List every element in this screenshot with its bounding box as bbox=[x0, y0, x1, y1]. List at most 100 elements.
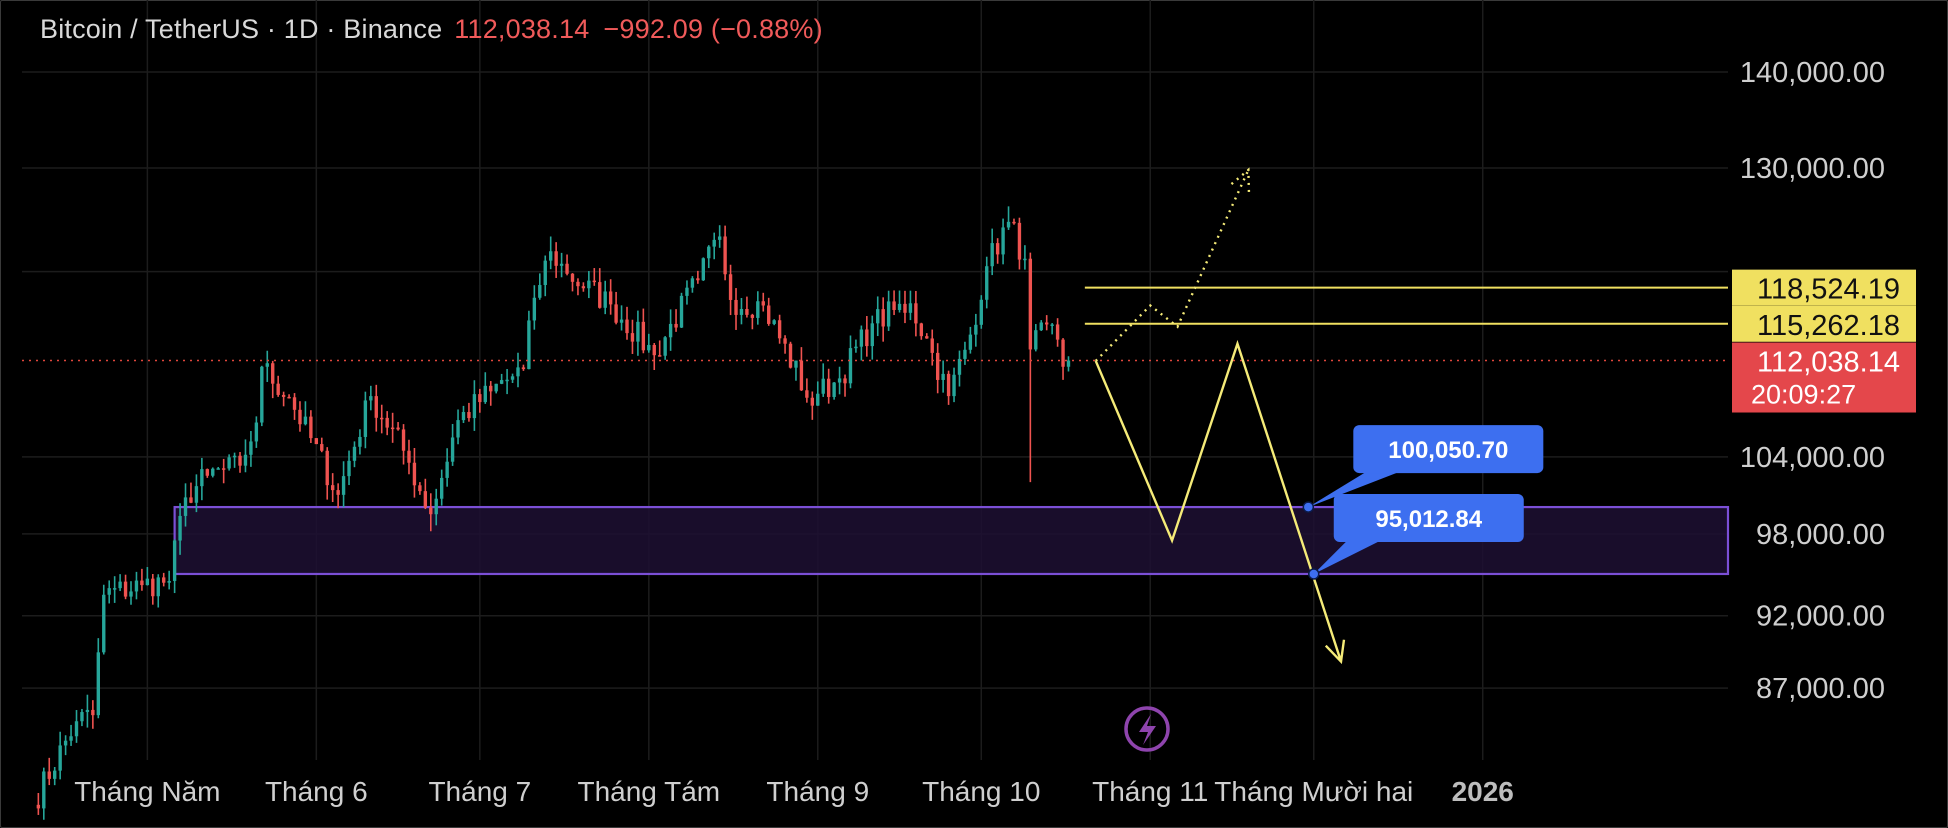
candle-body bbox=[380, 417, 384, 420]
candle-body bbox=[1034, 330, 1038, 350]
candle-body bbox=[494, 383, 498, 392]
callout-box[interactable] bbox=[1333, 493, 1524, 542]
candle-body bbox=[930, 338, 934, 353]
candle-body bbox=[565, 263, 569, 274]
candle-body bbox=[189, 497, 193, 503]
candle-body bbox=[129, 591, 133, 597]
candle-body bbox=[603, 291, 607, 308]
projection-arrowhead bbox=[1324, 639, 1346, 665]
candle-body bbox=[390, 427, 395, 430]
candle-body bbox=[429, 507, 433, 515]
candle-body bbox=[723, 236, 727, 275]
candle-body bbox=[837, 378, 842, 383]
candle-body bbox=[456, 420, 460, 438]
candle-body bbox=[745, 309, 749, 315]
candle-body bbox=[630, 333, 635, 342]
candle-body bbox=[685, 287, 689, 296]
candle-body bbox=[788, 343, 793, 368]
projection-paths[interactable] bbox=[1094, 167, 1346, 665]
candle-body bbox=[167, 580, 171, 583]
candle-body bbox=[396, 427, 400, 430]
candle-body bbox=[946, 373, 951, 397]
candle-body bbox=[461, 412, 466, 421]
candle-body bbox=[1006, 221, 1011, 228]
candle-body bbox=[221, 468, 226, 470]
candle-body bbox=[957, 358, 962, 375]
candle-body bbox=[707, 246, 711, 259]
callout-box[interactable] bbox=[1353, 425, 1544, 474]
candle-body bbox=[1039, 322, 1043, 331]
candle-body bbox=[385, 417, 389, 428]
price-tick-label: 92,000.00 bbox=[1756, 601, 1885, 633]
candle-body bbox=[1061, 339, 1065, 367]
candle-body bbox=[897, 303, 902, 310]
candle-body bbox=[810, 397, 815, 406]
candle-body bbox=[412, 462, 417, 486]
candle-body bbox=[194, 486, 199, 503]
candle-body bbox=[767, 305, 771, 324]
callout-anchor-dot[interactable] bbox=[1308, 568, 1320, 580]
candle-body bbox=[658, 355, 662, 357]
candle-body bbox=[641, 321, 646, 351]
candle-body bbox=[772, 320, 776, 324]
candle-body bbox=[1066, 360, 1071, 367]
time-tick-label: Tháng 6 bbox=[265, 776, 368, 807]
lightning-bolt-icon[interactable] bbox=[1124, 706, 1170, 752]
level-price-box[interactable] bbox=[1732, 269, 1916, 306]
time-axis[interactable]: Tháng Năm Tháng 6 Tháng 7 Tháng Tám Tháng 9 T… bbox=[74, 776, 1514, 807]
candle-body bbox=[505, 379, 509, 382]
alternate-path[interactable] bbox=[1094, 169, 1250, 362]
projection-path[interactable] bbox=[1094, 339, 1343, 662]
level-price-label: 115,262.18 bbox=[1757, 310, 1900, 342]
candle-body bbox=[107, 588, 111, 595]
current-price-label: 112,038.14 bbox=[1757, 347, 1900, 379]
candle-body bbox=[516, 367, 520, 377]
candle-body bbox=[865, 329, 869, 347]
candle-body bbox=[1028, 258, 1033, 350]
candle-body bbox=[434, 498, 438, 515]
candle-body bbox=[941, 373, 945, 380]
candle-body bbox=[96, 652, 100, 716]
price-levels[interactable] bbox=[22, 286, 1728, 362]
candle-body bbox=[892, 301, 896, 310]
level-price-label: 118,524.19 bbox=[1757, 274, 1900, 306]
candle-body bbox=[407, 450, 411, 463]
candle-body bbox=[472, 394, 477, 419]
candle-body bbox=[859, 329, 864, 347]
price-axis[interactable]: 140,000.00 130,000.00 104,000.00 98,000.00 9… bbox=[1732, 57, 1916, 705]
candle-body bbox=[674, 323, 678, 328]
candle-body bbox=[281, 394, 286, 397]
candle-body bbox=[499, 380, 504, 384]
level-price-box[interactable] bbox=[1732, 305, 1916, 342]
time-tick-label: Tháng 7 bbox=[428, 776, 531, 807]
candle-body bbox=[358, 436, 362, 447]
candle-body bbox=[1001, 227, 1005, 255]
candle-body bbox=[341, 476, 346, 495]
candle-body bbox=[777, 320, 782, 339]
candle-body bbox=[178, 515, 182, 541]
candle-body bbox=[243, 454, 248, 466]
price-callouts[interactable]: 100,050.70 95,012.84 bbox=[1302, 425, 1544, 580]
current-price-box[interactable] bbox=[1732, 342, 1916, 413]
candle-body bbox=[995, 243, 1000, 255]
callout-anchor-dot[interactable] bbox=[1302, 501, 1315, 513]
candlestick-series bbox=[36, 206, 1071, 820]
candle-body bbox=[330, 485, 335, 491]
candle-body bbox=[53, 770, 57, 779]
candle-body bbox=[816, 393, 820, 406]
candle-body bbox=[701, 258, 705, 281]
candle-body bbox=[581, 286, 586, 289]
symbol-header: Bitcoin / TetherUS · 1D · Binance 112,038… bbox=[40, 14, 823, 45]
candle-body bbox=[260, 366, 264, 423]
time-tick-label: Tháng Năm bbox=[74, 776, 220, 807]
candle-body bbox=[303, 416, 308, 425]
candle-body bbox=[1017, 222, 1022, 260]
symbol-title[interactable]: Bitcoin / TetherUS · 1D · Binance bbox=[40, 14, 443, 44]
candle-body bbox=[1050, 324, 1054, 326]
candle-body bbox=[151, 578, 155, 597]
candle-body bbox=[211, 468, 215, 476]
candle-body bbox=[876, 309, 880, 324]
candle-body bbox=[123, 581, 128, 597]
candle-body bbox=[134, 580, 139, 592]
